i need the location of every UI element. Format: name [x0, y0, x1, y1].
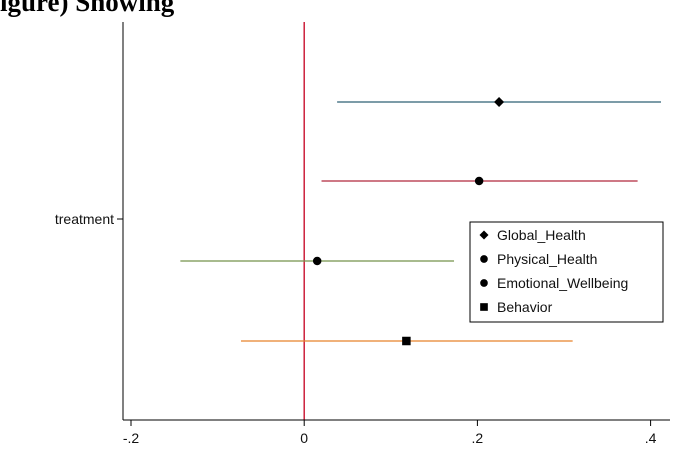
- point-estimate-global-health: [494, 97, 505, 107]
- legend-marker-global-health: [479, 230, 489, 240]
- point-estimate-physical-health: [474, 176, 484, 186]
- legend-label-emotional-wellbeing: Emotional_Wellbeing: [497, 275, 628, 291]
- legend-label-physical-health: Physical_Health: [497, 251, 597, 267]
- point-estimate-emotional-wellbeing: [312, 256, 322, 266]
- legend-label-global-health: Global_Health: [497, 227, 586, 243]
- plot-area: [123, 22, 670, 420]
- legend-box: [469, 221, 664, 323]
- x-tick-label: .2: [472, 430, 484, 446]
- legend-marker-behavior: [480, 303, 488, 311]
- y-tick-label: treatment: [55, 211, 114, 227]
- legend-marker-physical-health: [480, 255, 488, 263]
- x-tick-label: -.2: [123, 430, 140, 446]
- point-estimate-behavior: [402, 336, 411, 346]
- legend-label-behavior: Behavior: [497, 299, 553, 315]
- legend-marker-emotional-wellbeing: [480, 279, 488, 287]
- x-tick-label: .4: [645, 430, 657, 446]
- x-tick-label: 0: [300, 430, 308, 446]
- page-heading: igure) Showing: [0, 0, 175, 17]
